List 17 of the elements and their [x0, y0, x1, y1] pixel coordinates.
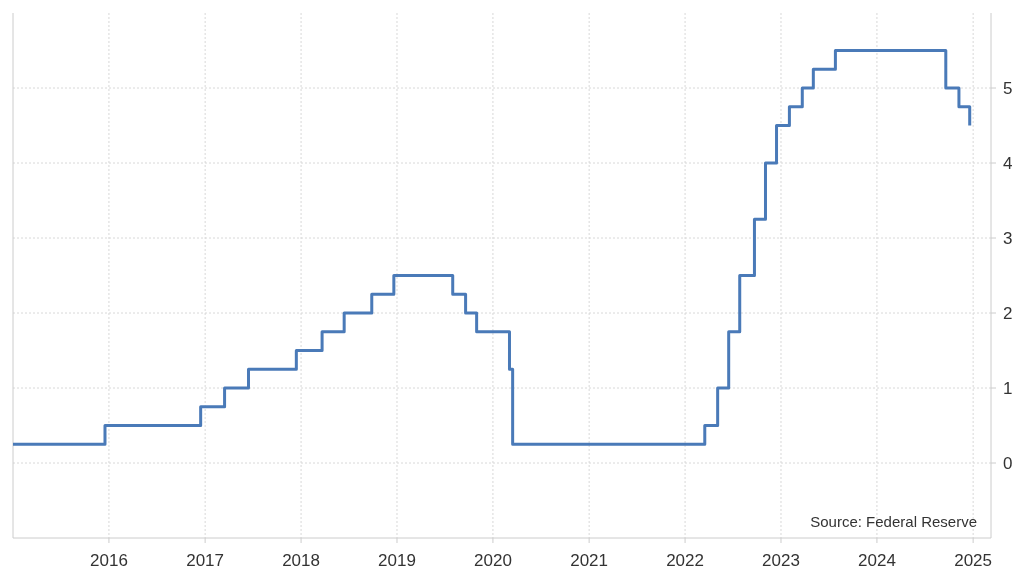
y-tick-label: 3	[1003, 229, 1013, 248]
x-tick-label: 2019	[378, 551, 416, 570]
x-tick-label: 2017	[186, 551, 225, 570]
y-tick-label: 4	[1003, 154, 1013, 173]
x-tick-label: 2020	[474, 551, 512, 570]
y-tick-label: 0	[1003, 454, 1013, 473]
y-tick-label: 1	[1003, 379, 1013, 398]
y-tick-label: 5	[1003, 79, 1013, 98]
x-tick-label: 2016	[90, 551, 128, 570]
annotation: Source: Federal Reserve	[810, 513, 977, 530]
x-tick-label: 2025	[954, 551, 993, 570]
x-tick-label: 2022	[666, 551, 704, 570]
x-tick-label: 2021	[570, 551, 609, 570]
x-tick-label: 2024	[858, 551, 896, 570]
x-tick-label: 2023	[762, 551, 800, 570]
y-tick-label: 2	[1003, 304, 1013, 323]
x-tick-label: 2018	[282, 551, 320, 570]
